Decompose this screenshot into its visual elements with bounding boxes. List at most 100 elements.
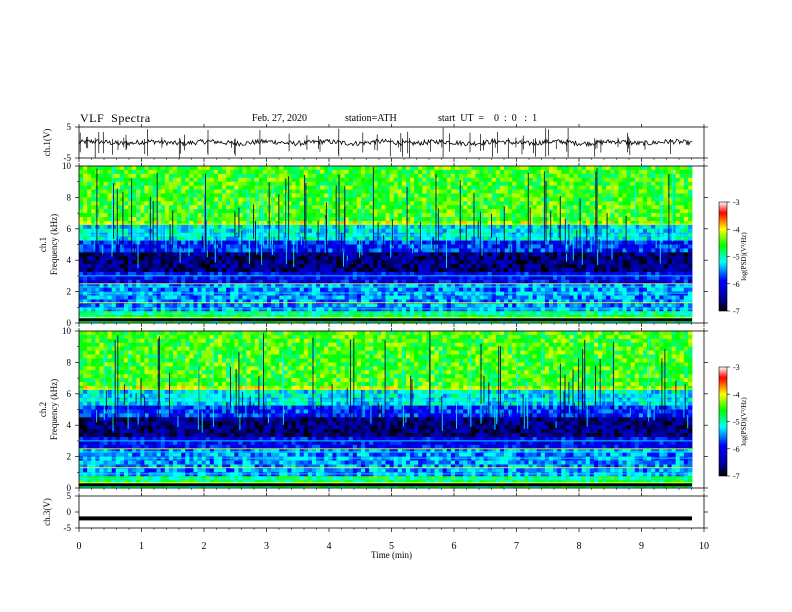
spectrogram-cell xyxy=(91,193,96,198)
spectrogram-cell xyxy=(491,228,497,234)
spectrogram-cell xyxy=(344,287,350,293)
spectrogram-cell xyxy=(528,236,534,241)
spectrogram-cell xyxy=(79,256,84,261)
spectrogram-cell xyxy=(581,279,587,285)
spectrogram-cell xyxy=(463,248,468,253)
spectrogram-cell xyxy=(410,224,415,230)
spectrogram-cell xyxy=(222,291,227,296)
spectrogram-cell xyxy=(213,213,219,218)
spectrogram-cell xyxy=(548,256,554,261)
spectrogram-cell xyxy=(119,291,125,296)
spectrogram-cell xyxy=(95,283,100,289)
spectrogram-cell xyxy=(185,181,190,187)
spectrogram-cell xyxy=(144,193,149,198)
spectrogram-cell xyxy=(311,224,317,230)
spectrogram-cell xyxy=(606,271,611,277)
spectrogram-cell xyxy=(647,275,652,281)
spectrogram-cell xyxy=(434,220,440,226)
spectrogram-cell xyxy=(401,224,407,230)
spectrogram-cell xyxy=(528,205,534,210)
spectrogram-cell xyxy=(336,275,341,281)
spectrogram-cell xyxy=(160,279,166,285)
spectrogram-cell xyxy=(128,244,133,249)
spectrogram-cell xyxy=(667,181,672,187)
spectrogram-cell xyxy=(328,213,333,218)
spectrogram-cell xyxy=(181,209,186,214)
spectrogram-cell xyxy=(467,264,472,269)
spectrogram-cell xyxy=(385,193,390,198)
spectrogram-cell xyxy=(275,189,280,194)
spectrogram-cell xyxy=(434,177,440,183)
spectrogram-cell xyxy=(205,271,211,277)
spectrogram-cell xyxy=(544,213,550,218)
spectrogram-cell xyxy=(352,201,358,206)
spectrogram-cell xyxy=(606,185,611,190)
spectrogram-cell xyxy=(144,213,149,218)
spectrogram-cell xyxy=(230,252,235,257)
spectrogram-cell xyxy=(352,173,358,179)
spectrogram-cell xyxy=(647,228,652,234)
spectrogram-cell xyxy=(516,169,521,175)
spectrogram-cell xyxy=(205,220,211,226)
spectrogram-cell xyxy=(520,173,525,179)
spectrogram-cell xyxy=(160,236,166,241)
spectrogram-cell xyxy=(524,224,529,230)
spectrogram-cell xyxy=(557,236,562,241)
spectrogram-cell xyxy=(352,236,358,241)
spectrogram-cell xyxy=(524,177,529,183)
spectrogram-cell xyxy=(385,173,390,179)
spectrogram-cell xyxy=(602,197,607,202)
spectrogram-cell xyxy=(589,236,595,241)
spectrogram-cell xyxy=(532,271,538,277)
spectrogram-cell xyxy=(557,217,562,222)
spectrogram-cell xyxy=(87,189,92,194)
spectrogram-cell xyxy=(262,189,268,194)
spectrogram-cell xyxy=(152,264,158,269)
spectrogram-cell xyxy=(540,291,546,296)
spectrogram-cell xyxy=(132,201,137,206)
spectrogram-cell xyxy=(83,220,88,226)
spectrogram-cell xyxy=(95,201,100,206)
spectrogram-cell xyxy=(373,193,378,198)
spectrogram-cell xyxy=(405,197,411,202)
spectrogram-cell xyxy=(283,275,288,281)
spectrogram-cell xyxy=(348,291,354,296)
spectrogram-cell xyxy=(405,209,411,214)
spectrogram-cell xyxy=(107,201,113,206)
spectrogram-cell xyxy=(499,236,505,241)
spectrogram-cell xyxy=(295,228,301,234)
spectrogram-cell xyxy=(238,193,243,198)
spectrogram-cell xyxy=(356,185,362,190)
spectrogram-cell xyxy=(450,275,456,281)
spectrogram-cell xyxy=(185,201,190,206)
spectrogram-cell xyxy=(177,260,182,265)
spectrogram-cell xyxy=(242,201,247,206)
spectrogram-cell xyxy=(177,213,182,218)
spectrogram-cell xyxy=(266,268,272,273)
spectrogram-cell xyxy=(156,193,162,198)
spectrogram-cell xyxy=(557,185,562,190)
spectrogram-cell xyxy=(504,271,509,277)
spectrogram-cell xyxy=(463,173,468,179)
spectrogram-cell xyxy=(675,240,681,245)
spectrogram-cell xyxy=(213,209,219,214)
spectrogram-cell xyxy=(450,205,456,210)
spectrogram-cell xyxy=(369,268,374,273)
spectrogram-cell xyxy=(548,283,554,289)
spectrogram-cell xyxy=(373,224,378,230)
spectrogram-cell xyxy=(189,209,194,214)
spectrogram-cell xyxy=(160,264,166,269)
spectrogram-cell xyxy=(610,268,615,273)
spectrogram-cell xyxy=(647,181,652,187)
spectrogram-cell xyxy=(385,244,390,249)
spectrogram-cell xyxy=(606,209,611,214)
spectrogram-cell xyxy=(140,205,145,210)
spectrogram-cell xyxy=(516,185,521,190)
spectrogram-cell xyxy=(524,181,529,187)
spectrogram-cell xyxy=(95,189,100,194)
spectrogram-cell xyxy=(234,275,239,281)
spectrogram-cell xyxy=(275,173,280,179)
spectrogram-cell xyxy=(279,228,284,234)
spectrogram-cell xyxy=(569,205,574,210)
spectrogram-cell xyxy=(663,173,668,179)
